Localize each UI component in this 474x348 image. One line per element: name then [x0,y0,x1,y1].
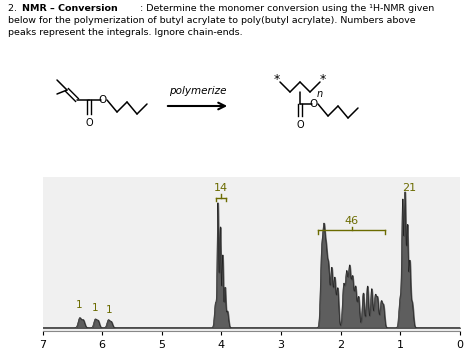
Text: 1: 1 [106,305,113,315]
Text: 1: 1 [76,300,83,310]
Text: 2.: 2. [8,4,23,13]
Text: below for the polymerization of butyl acrylate to poly(butyl acrylate). Numbers : below for the polymerization of butyl ac… [8,16,416,25]
Text: *: * [274,73,280,87]
Text: O: O [85,118,93,128]
Text: polymerize: polymerize [169,86,226,96]
Text: 14: 14 [214,183,228,193]
Text: O: O [296,120,304,130]
Text: : Determine the monomer conversion using the ¹H-NMR given: : Determine the monomer conversion using… [140,4,434,13]
Text: *: * [320,73,326,87]
Text: peaks represent the integrals. Ignore chain-ends.: peaks represent the integrals. Ignore ch… [8,28,243,37]
Text: NMR – Conversion: NMR – Conversion [22,4,118,13]
Text: O: O [310,99,318,109]
Text: 1: 1 [92,302,99,313]
Text: 21: 21 [402,183,416,193]
Text: 46: 46 [345,216,359,226]
Text: O: O [99,95,107,105]
Text: n: n [317,89,323,99]
